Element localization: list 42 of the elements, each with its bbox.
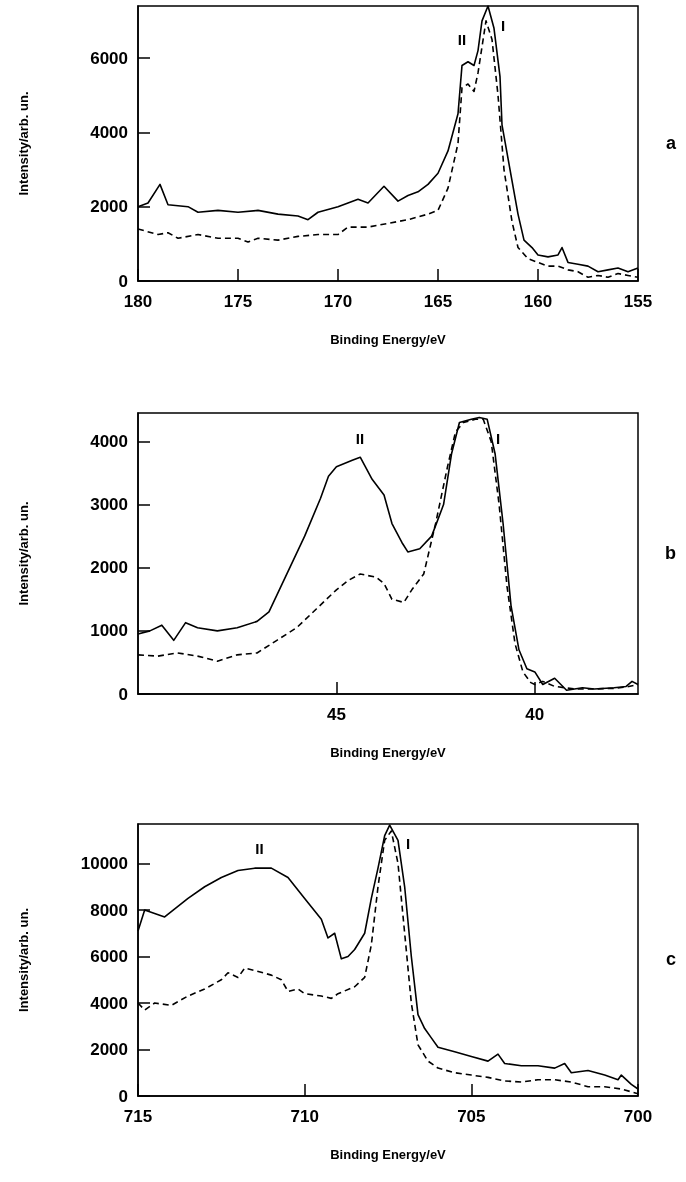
x-tick-label: 175: [223, 292, 253, 311]
annotation: I: [500, 16, 506, 34]
x-tick-label: 180: [123, 292, 153, 311]
annotation: I: [495, 429, 501, 447]
x-tick-label: 705: [457, 1107, 486, 1126]
x-axis-title: Binding Energy/eV: [330, 1147, 447, 1162]
y-tick-label: 6000: [90, 48, 128, 68]
annotation: II: [255, 839, 264, 857]
y-axis-title: Intensity/arb. un.: [16, 907, 31, 1013]
x-tick-label: 715: [123, 1107, 153, 1126]
x-axis-title: Binding Energy/eV: [330, 745, 447, 760]
y-tick-label: 8000: [90, 900, 128, 920]
x-tick-label: 45: [326, 705, 346, 724]
y-tick-label: 6000: [90, 947, 128, 967]
x-tick-label: 165: [423, 292, 453, 311]
annotation: II: [457, 30, 467, 48]
y-axis-title: Intensity/arb. un.: [16, 501, 31, 606]
y-tick-label: 2000: [90, 197, 128, 217]
y-tick-label: 0: [118, 271, 128, 291]
x-tick-label: 155: [623, 292, 653, 311]
annotation: I: [405, 834, 411, 852]
y-tick-label: 4000: [90, 122, 128, 142]
x-tick-label: 40: [525, 705, 545, 724]
y-tick-label: 4000: [90, 993, 128, 1013]
y-axis-title: Intensity/arb. un.: [16, 91, 31, 196]
y-tick-label: 2000: [90, 1040, 128, 1059]
annotation: II: [355, 429, 365, 447]
x-tick-label: 160: [523, 292, 553, 311]
text: a: [665, 132, 677, 153]
y-tick-label: 10000: [80, 854, 128, 874]
y-tick-label: 4000: [90, 431, 128, 451]
text: c: [665, 949, 676, 969]
y-tick-label: 3000: [90, 495, 128, 515]
x-axis-title: Binding Energy/eV: [330, 332, 447, 347]
y-tick-label: 0: [118, 1086, 128, 1106]
x-tick-label: 170: [323, 292, 353, 311]
x-tick-label: 710: [290, 1107, 319, 1126]
y-tick-label: 2000: [90, 558, 128, 578]
y-tick-label: 0: [118, 684, 128, 704]
y-tick-label: 1000: [90, 621, 128, 641]
text: b: [665, 542, 676, 563]
x-tick-label: 700: [623, 1107, 653, 1126]
